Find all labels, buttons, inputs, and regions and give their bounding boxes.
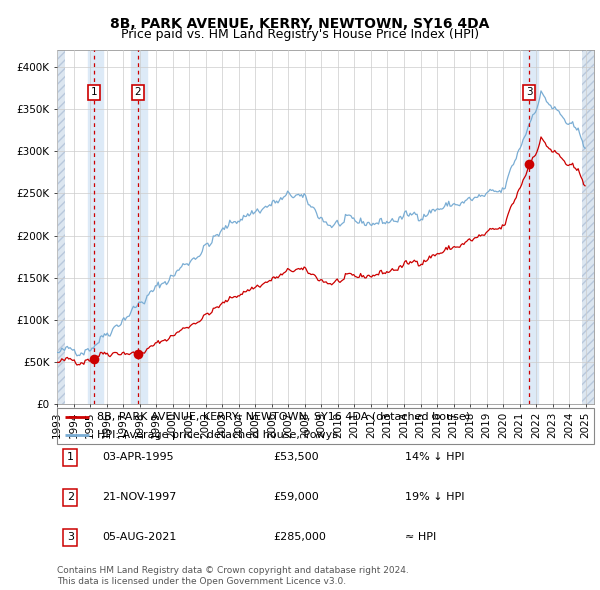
Text: 14% ↓ HPI: 14% ↓ HPI: [405, 453, 464, 462]
Text: 21-NOV-1997: 21-NOV-1997: [102, 493, 176, 502]
Text: 1: 1: [67, 453, 74, 462]
Text: £59,000: £59,000: [273, 493, 319, 502]
Text: HPI: Average price, detached house, Powys: HPI: Average price, detached house, Powy…: [97, 430, 338, 440]
Bar: [523, 50, 538, 404]
Bar: [581, 50, 594, 404]
Text: 3: 3: [67, 533, 74, 542]
Text: 2: 2: [67, 493, 74, 502]
Bar: [88, 50, 103, 404]
Text: 8B, PARK AVENUE, KERRY, NEWTOWN, SY16 4DA: 8B, PARK AVENUE, KERRY, NEWTOWN, SY16 4D…: [110, 17, 490, 31]
Text: ≈ HPI: ≈ HPI: [405, 533, 436, 542]
Bar: [57, 50, 65, 404]
Text: Contains HM Land Registry data © Crown copyright and database right 2024.: Contains HM Land Registry data © Crown c…: [57, 566, 409, 575]
Text: 1: 1: [91, 87, 97, 97]
Text: 19% ↓ HPI: 19% ↓ HPI: [405, 493, 464, 502]
Text: Price paid vs. HM Land Registry's House Price Index (HPI): Price paid vs. HM Land Registry's House …: [121, 28, 479, 41]
Text: This data is licensed under the Open Government Licence v3.0.: This data is licensed under the Open Gov…: [57, 577, 346, 586]
Text: 2: 2: [134, 87, 141, 97]
Text: £285,000: £285,000: [273, 533, 326, 542]
Text: 3: 3: [526, 87, 533, 97]
Text: £53,500: £53,500: [273, 453, 319, 462]
Text: 05-AUG-2021: 05-AUG-2021: [102, 533, 176, 542]
Bar: [131, 50, 147, 404]
Text: 8B, PARK AVENUE, KERRY, NEWTOWN, SY16 4DA (detached house): 8B, PARK AVENUE, KERRY, NEWTOWN, SY16 4D…: [97, 412, 470, 422]
Text: 03-APR-1995: 03-APR-1995: [102, 453, 173, 462]
